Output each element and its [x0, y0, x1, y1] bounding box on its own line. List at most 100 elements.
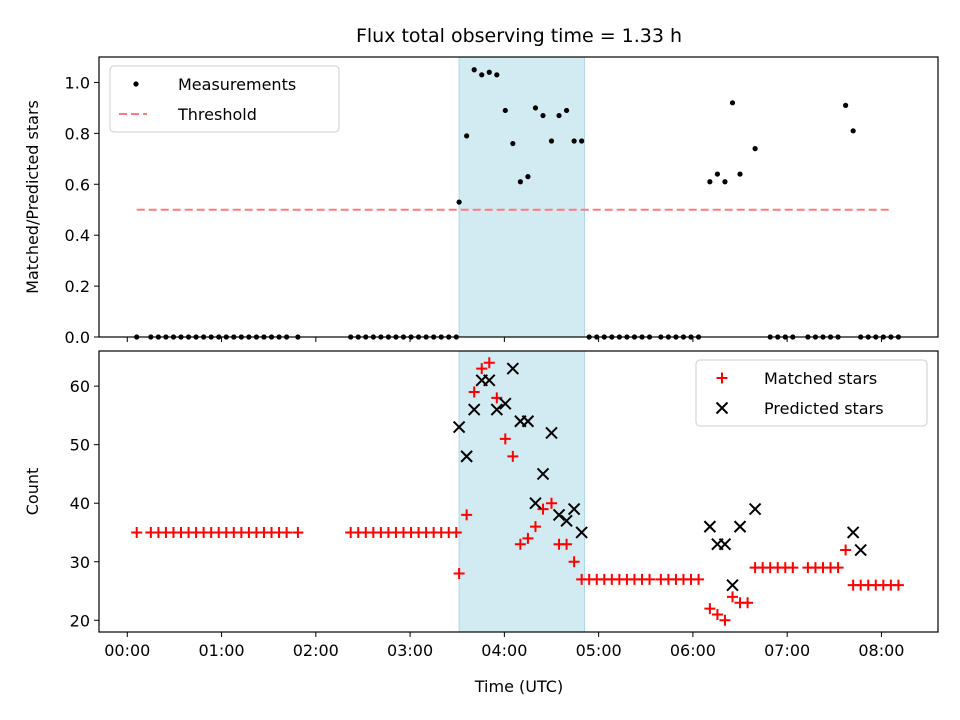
data-point — [579, 138, 585, 144]
data-point — [726, 578, 739, 592]
data-point — [832, 562, 844, 574]
data-point — [850, 128, 856, 134]
data-point — [843, 102, 849, 108]
data-point — [506, 362, 520, 375]
count-panel: 20 30 40 50 60 00:00 01:00 02:00 03:00 04:00 05:00… — [23, 350, 939, 660]
x-tick-label: 02:00 — [293, 641, 339, 660]
y-tick-label: 40 — [70, 494, 90, 513]
data-point — [548, 138, 555, 144]
x-tick-label: 07:00 — [764, 641, 810, 660]
x-axis-label: Time (UTC) — [474, 677, 563, 696]
data-point — [892, 579, 904, 591]
legend: Measurements Threshold — [109, 65, 340, 133]
data-point — [729, 100, 736, 106]
y-axis-label: Count — [23, 468, 42, 516]
data-point — [521, 415, 535, 428]
data-point — [499, 397, 512, 410]
data-point — [281, 526, 293, 538]
legend-marker — [133, 81, 139, 87]
data-point — [532, 105, 539, 111]
y-tick-label: 0.4 — [65, 226, 90, 245]
x-tick-label: 05:00 — [576, 641, 622, 660]
data-point — [693, 573, 705, 585]
data-point — [483, 374, 496, 387]
legend-marker — [716, 372, 728, 384]
series-0 — [131, 357, 904, 626]
y-tick-label: 20 — [70, 611, 90, 630]
ratio-panel: 0.0 0.2 0.4 0.6 0.8 1.0 Matched/Predicted star… — [23, 56, 939, 347]
axes-frame — [98, 350, 939, 633]
data-point — [552, 508, 566, 522]
data-point — [494, 72, 500, 78]
legend-label: Threshold — [177, 105, 257, 124]
data-point — [545, 497, 557, 509]
data-point — [525, 174, 531, 180]
data-point — [517, 179, 523, 185]
data-point — [453, 567, 465, 579]
data-point — [476, 363, 488, 375]
legend-box — [109, 65, 340, 133]
chart-title: Flux total observing time = 1.33 h — [356, 25, 682, 47]
x-tick-label: 03:00 — [387, 641, 433, 660]
data-point — [529, 497, 542, 510]
data-point — [571, 138, 577, 144]
data-point — [461, 509, 473, 521]
legend-box — [695, 359, 928, 427]
x-tick-label: 04:00 — [481, 641, 527, 660]
legend-label: Matched stars — [764, 369, 877, 388]
data-point — [514, 538, 526, 550]
data-point — [560, 514, 573, 527]
data-point — [131, 526, 143, 538]
data-point — [707, 179, 713, 185]
data-point — [522, 532, 534, 544]
axes-frame — [98, 56, 939, 338]
data-point — [561, 538, 573, 550]
data-point — [722, 179, 728, 185]
data-point — [748, 502, 762, 516]
data-point — [787, 562, 799, 574]
legend-marker — [715, 401, 729, 415]
data-point — [467, 403, 481, 416]
data-point — [719, 614, 731, 626]
data-point — [540, 112, 546, 119]
y-tick-label: 1.0 — [65, 73, 90, 92]
data-point — [537, 503, 549, 515]
data-point — [752, 146, 758, 152]
data-point — [486, 69, 492, 75]
series-1 — [452, 362, 867, 592]
data-point — [575, 526, 588, 539]
data-point — [468, 386, 480, 398]
legend-label: Predicted stars — [764, 399, 884, 418]
y-axis-label: Matched/Predicted stars — [23, 100, 42, 294]
data-point — [840, 544, 852, 556]
data-point — [464, 133, 470, 139]
observing-window-shade — [458, 56, 585, 338]
data-point — [563, 107, 570, 114]
data-point — [703, 520, 717, 533]
data-point — [718, 537, 732, 551]
data-point — [711, 608, 723, 620]
x-tick-label: 06:00 — [670, 641, 716, 660]
y-tick-label: 50 — [70, 436, 90, 455]
data-point — [499, 433, 511, 445]
legend: Matched stars Predicted stars — [695, 359, 928, 427]
y-tick-label: 0.8 — [65, 124, 90, 143]
data-point — [450, 526, 462, 538]
data-point — [556, 112, 562, 119]
data-point — [704, 603, 716, 615]
data-point — [714, 171, 721, 177]
x-tick-label: 01:00 — [198, 641, 244, 660]
data-point — [846, 526, 860, 539]
data-point — [536, 467, 550, 481]
x-tick-label: 00:00 — [104, 641, 150, 660]
data-point — [737, 171, 743, 177]
y-tick-label: 30 — [70, 553, 90, 572]
data-point — [733, 520, 747, 533]
data-point — [726, 591, 738, 603]
data-point — [292, 526, 304, 538]
data-point — [507, 450, 519, 462]
data-point — [479, 72, 485, 78]
data-point — [529, 521, 541, 533]
data-point — [567, 502, 581, 516]
